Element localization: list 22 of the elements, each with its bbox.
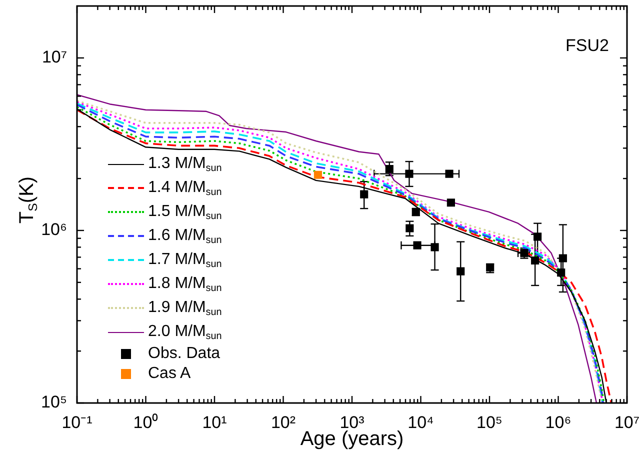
legend-label: 1.6 M/M$_{sun}$ — [148, 226, 222, 246]
y-tick-label: 10⁵ — [41, 392, 67, 412]
y-tick-label: 10⁶ — [41, 220, 67, 240]
x-tick-label: 10⁻¹ — [62, 412, 93, 432]
x-tick-label: 10² — [270, 412, 296, 432]
legend-label: 1.5 M/M$_{sun}$ — [148, 202, 222, 222]
x-tick-label: 10⁴ — [408, 412, 434, 432]
x-tick-label: 10⁷ — [614, 412, 639, 432]
legend-label: 1.7 M/M$_{sun}$ — [148, 250, 222, 270]
legend-label: 2.0 M/M$_{sun}$ — [148, 322, 222, 342]
x-tick-label: 10⁵ — [476, 412, 502, 432]
legend-label: 1.4 M/M$_{sun}$ — [148, 178, 222, 198]
x-tick-label: 10⁶ — [545, 412, 572, 432]
x-tick-label: 10⁰ — [133, 412, 158, 432]
x-tick-label: 10¹ — [202, 412, 228, 432]
legend-label: 1.8 M/M$_{sun}$ — [148, 274, 222, 294]
legend-label: Cas A — [148, 365, 191, 383]
text: FSU2 — [566, 36, 609, 56]
legend-label: 1.9 M/M$_{sun}$ — [148, 298, 222, 318]
y-tick-label: 10⁷ — [42, 48, 67, 67]
legend-label: 1.3 M/M$_{sun}$ — [148, 154, 222, 174]
legend-label: Obs. Data — [148, 345, 220, 363]
